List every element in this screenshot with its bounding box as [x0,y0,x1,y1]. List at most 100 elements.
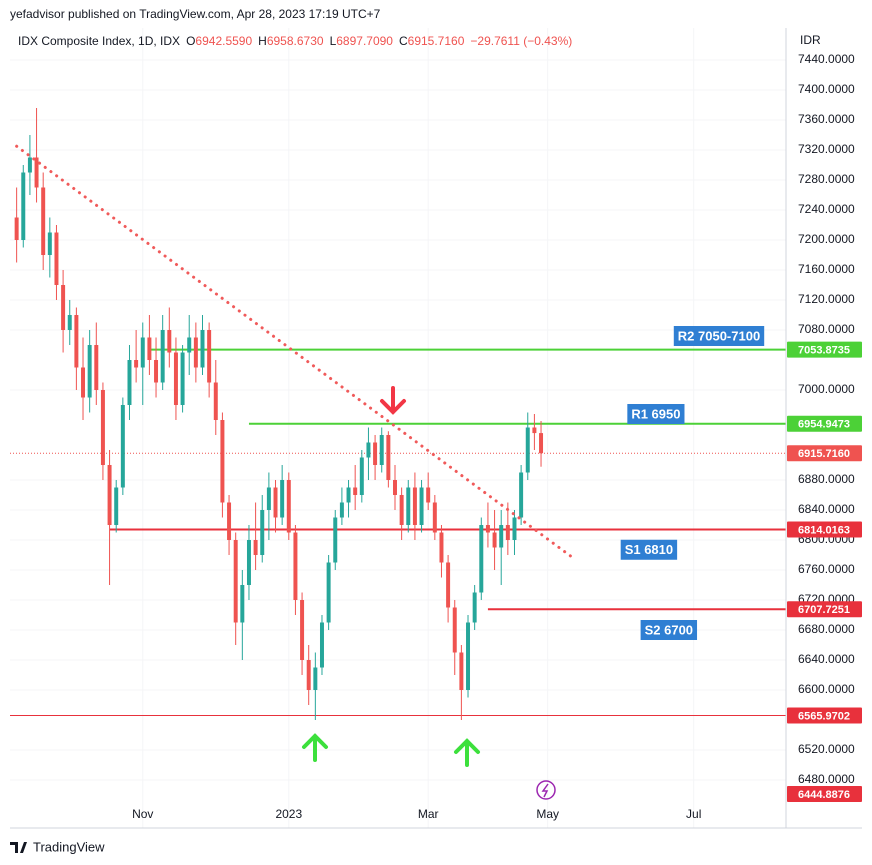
candle-body [21,172,26,240]
currency: IDR [800,33,821,47]
ohlc-value: 6897.7090 [336,34,393,48]
ohlc-key: H [258,34,267,48]
ohlc-key: O [186,34,195,48]
price-tag [787,521,862,538]
candle-body [419,487,424,525]
candle-body [300,600,305,660]
ohlc-key: L [330,34,337,48]
candle-body [379,435,384,465]
candle-body [240,585,245,623]
candle-body [154,360,159,383]
y-tick-label: 7120.0000 [798,292,855,306]
candle-body [207,330,212,383]
candle-body [114,487,119,525]
candle-body [293,532,298,600]
change: −29.7611 (−0.43%) [470,34,572,48]
price-tag [787,601,862,618]
candle-body [227,502,232,540]
candle-body [127,360,132,405]
candle-body [253,540,258,555]
candle-body [260,510,265,555]
y-tick-label: 6480.0000 [798,772,855,786]
price-tag-label: 7053.8735 [798,345,850,357]
candle-body [180,352,185,405]
price-tag-label: 6954.9473 [798,419,850,431]
candle-body [140,337,145,368]
candle-body [273,487,278,518]
candle-body [393,480,397,495]
candle-body [280,480,285,518]
grid [10,28,786,828]
candle-body [519,472,524,518]
y-tick-label: 7000.0000 [798,382,855,396]
plot: R2 7050-7100 R1 6950 S1 6810 S2 6700 [10,108,786,720]
candle-body [54,232,59,285]
candle-body [466,622,471,690]
candle-body [319,622,324,668]
annotation-box [627,404,685,424]
ohlc-legend: O 6942.5590 H 6958.6730 L 6897.7090 C 6915.7160… [186,34,572,48]
trendline [15,144,576,561]
price-tag-label: 6707.7251 [798,604,850,616]
candle-body [406,487,411,525]
candle-body [339,502,344,518]
publisher: yefadvisor published on TradingView.com,… [10,7,381,21]
candle-body [492,532,497,548]
candle-body [120,405,125,488]
arrow-down [380,386,406,415]
x-tick-label: Jul [686,807,701,821]
candle-body [452,607,457,653]
ohlc-key: C [399,34,408,48]
x-tick-label: 2023 [275,807,302,821]
y-tick-label: 6640.0000 [798,652,855,666]
price-tag [787,445,862,462]
annotation-text: S2 6700 [645,622,693,637]
y-tick-label: 7360.0000 [798,112,855,126]
candle-body [505,525,510,540]
annotation-box [673,326,765,346]
annotation-text: R1 6950 [631,406,680,421]
ohlc-value: 6942.5590 [195,34,252,48]
candle-body [459,652,464,690]
y-tick-label: 7440.0000 [798,52,855,66]
y-tick-label: 7280.0000 [798,172,855,186]
candle-body [41,187,46,255]
price-tag [787,341,862,358]
candle-body [426,487,431,503]
candle-body [532,427,537,434]
candle-body [61,285,66,330]
x-tick-label: Mar [418,807,439,821]
y-tick-label: 7160.0000 [798,262,855,276]
y-tick-label: 6520.0000 [798,742,855,756]
candle-body [27,157,32,173]
y-tick-label: 6760.0000 [798,562,855,576]
candle-body [213,382,218,420]
candle-body [373,442,378,465]
price-tag-label: 6444.8876 [798,789,850,801]
candle-body [81,367,86,398]
candle-body [107,465,112,525]
y-tick-label: 6840.0000 [798,502,855,516]
axes: 6480.0000 6520.0000 6600.0000 6640.0000 6680… [132,52,862,821]
brand-logo: TradingView [10,839,105,854]
price-tag [787,707,862,724]
annotation-text: S1 6810 [625,542,673,557]
candle-body [499,525,504,548]
candle-body [67,315,72,330]
price-tag-label: 6814.0163 [798,524,850,536]
candle-body [472,592,477,623]
candle-body [14,217,19,240]
candle-body [147,337,152,360]
y-tick-label: 6600.0000 [798,682,855,696]
price-tag-label: 6565.9702 [798,710,850,722]
candle-body [525,427,530,473]
price-tag [787,786,862,802]
candle-body [134,360,139,368]
candle-body [446,562,451,608]
candle-body [74,315,79,368]
brand: TradingView [33,839,105,854]
y-tick-label: 6680.0000 [798,622,855,636]
